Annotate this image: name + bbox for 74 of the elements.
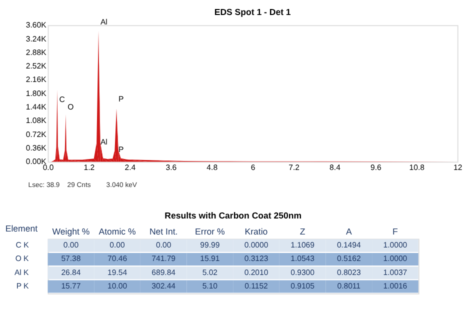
data-label: 1.0037 [383,268,408,277]
data-label: 1.0016 [383,281,408,290]
x-tick-label: A [346,226,352,236]
data-label: 0.00 [156,240,172,250]
data-label: 15.77 [61,281,81,290]
data-label: 0.00 [110,240,126,250]
x-tick-label: 10.8 [409,162,424,172]
data-label: 741.79 [152,254,176,264]
data-label: 19.54 [108,268,128,277]
chart-title: Results with Carbon Coat 250nm [164,210,302,220]
y-tick-label: P K [16,281,30,290]
y-tick-label: 2.88K [26,48,48,57]
x-tick-label: 8.4 [330,162,342,172]
x-tick-label: 9.6 [370,162,382,172]
y-axis-title: Element [5,223,38,234]
data-label: 15.91 [200,254,220,264]
x-tick-label: 12 [454,162,462,172]
annotation: Al [100,18,108,27]
y-tick-label: 0.36K [26,143,48,152]
annotation: Al [100,138,108,147]
x-tick-label: Weight % [52,226,90,236]
y-tick-label: 3.60K [26,20,48,30]
data-label: 0.9300 [290,268,316,277]
data-label: 57.38 [61,254,81,264]
data-label: 5.10 [202,281,218,290]
annotation: P [118,145,124,154]
data-label: 0.1152 [244,281,268,290]
data-label: 689.84 [152,268,176,277]
x-tick-label: 1.2 [84,162,95,172]
data-label: 5.02 [202,268,218,277]
x-tick-label: 3.6 [166,162,177,172]
data-label: 0.0000 [244,240,269,250]
data-label: 1.0543 [290,254,314,264]
y-tick-label: 3.24K [26,34,48,44]
chart-title: EDS Spot 1 - Det 1 [214,6,291,17]
y-tick-label: 1.44K [26,102,48,112]
x-tick-label: 2.4 [124,162,136,172]
data-label: 0.00 [63,240,80,250]
x-tick-label: 0.0 [42,162,54,172]
data-label: 1.0000 [383,254,408,264]
x-tick-label: 6 [250,162,256,172]
data-label: 1.1069 [290,240,314,250]
data-label: 1.0000 [383,240,408,250]
annotation: C [59,95,66,104]
data-label: 0.2010 [244,268,269,277]
data-label: 0.5162 [336,254,361,264]
x-tick-label: 4.8 [206,162,218,172]
data-label: 0.8011 [337,281,361,290]
data-label: 0.1494 [336,240,362,250]
x-tick-label: Z [300,226,306,236]
data-label: 26.84 [61,268,82,277]
x-tick-label: F [392,226,398,236]
x-tick-label: Net Int. [149,226,178,236]
y-tick-label: O K [15,254,30,264]
annotation: P [118,94,124,104]
y-tick-label: Al K [14,268,30,277]
y-tick-label: C K [16,240,30,250]
data-label: 0.9105 [290,281,316,290]
data-label: 10.00 [108,281,128,290]
data-label: 302.44 [152,281,176,290]
y-tick-label: 0.72K [26,130,48,139]
y-tick-label: 1.80K [26,88,48,98]
y-tick-label: 1.08K [26,116,48,126]
annotation: O [68,102,74,112]
data-label: 0.3123 [244,254,268,264]
y-tick-label: 2.16K [26,75,48,84]
data-label: 0.8023 [336,268,361,277]
x-tick-label: 7.2 [288,162,300,172]
data-label: 99.99 [200,240,220,250]
x-tick-label: Kratio [244,226,268,236]
x-tick-label: Atomic % [98,226,136,236]
data-label: 70.46 [108,254,128,264]
y-tick-label: 2.52K [26,62,48,71]
x-tick-label: Error % [195,226,225,236]
